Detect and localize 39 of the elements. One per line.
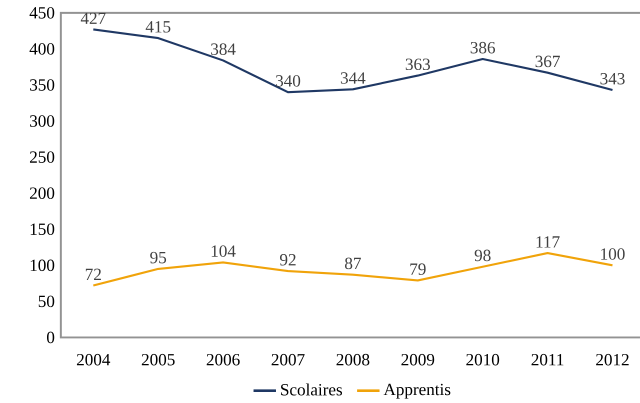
data-label: 344: [340, 72, 366, 84]
data-label: 100: [601, 248, 625, 260]
y-tick-label: 50: [38, 296, 54, 308]
data-label: 363: [406, 58, 430, 70]
data-label: 117: [536, 236, 560, 248]
y-tick-label: 350: [30, 79, 54, 91]
legend-label: Apprentis: [384, 384, 450, 399]
data-label: 79: [410, 264, 426, 276]
x-tick-label: 2011: [532, 354, 564, 366]
y-tick-label: 250: [30, 152, 54, 164]
y-tick-label: 0: [46, 332, 54, 344]
y-tick-label: 150: [30, 224, 54, 236]
x-tick-label: 2012: [596, 354, 629, 366]
data-label: 104: [212, 246, 236, 258]
data-label: 384: [211, 44, 236, 56]
data-label: 92: [280, 254, 296, 266]
legend-label: Scolaires: [281, 384, 342, 396]
data-label: 87: [345, 258, 361, 270]
data-label: 340: [276, 75, 300, 87]
data-label: 72: [86, 268, 101, 280]
x-tick-label: 2005: [142, 354, 175, 366]
y-tick-label: 200: [30, 188, 54, 200]
data-label: 386: [470, 42, 496, 54]
y-tick-label: 450: [30, 7, 54, 19]
data-label: 98: [474, 250, 491, 262]
x-tick-label: 2008: [336, 354, 370, 366]
data-label: 427: [80, 12, 106, 24]
y-tick-label: 400: [30, 43, 54, 55]
x-tick-label: 2009: [401, 354, 434, 366]
data-label: 415: [146, 21, 170, 33]
x-tick-label: 2004: [76, 354, 110, 366]
data-label: 95: [150, 252, 166, 264]
y-tick-label: 300: [30, 115, 54, 128]
x-tick-label: 2007: [272, 354, 305, 366]
data-label: 343: [600, 73, 625, 85]
x-tick-label: 2006: [206, 354, 240, 366]
x-tick-label: 2010: [466, 354, 500, 366]
data-label: 367: [536, 56, 560, 68]
y-tick-label: 100: [30, 260, 54, 272]
